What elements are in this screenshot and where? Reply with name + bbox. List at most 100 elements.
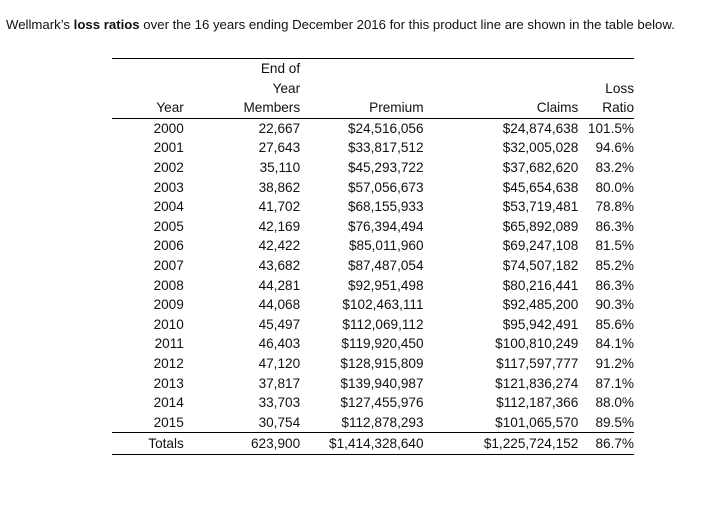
table-row-claims: $69,247,108 <box>502 238 579 254</box>
totals-row-year: Totals <box>112 432 184 456</box>
table-row-premium: $85,011,960 <box>348 238 424 254</box>
table-row: 2014 33,703 $127,455,976 $112,187,366 88.0% <box>112 393 634 413</box>
table-row-year: 2000 <box>153 120 184 136</box>
table-row-premium: $76,394,494 <box>347 218 424 234</box>
header-row-1-members: End of <box>183 57 301 79</box>
table-row-premium: $112,069,112 <box>342 316 424 332</box>
table-row-premium: $102,463,111 <box>342 297 424 313</box>
table-row-loss-ratio: 89.5% <box>595 414 634 430</box>
table-row-year: 2007 <box>153 257 184 273</box>
table-row-members: 44,068 <box>258 297 301 313</box>
table-row-claims: $80,216,441 <box>502 277 579 293</box>
table-row-loss-ratio: 80.0% <box>595 179 634 195</box>
table-row-members: 45,497 <box>258 316 301 332</box>
table-row-members: 30,754 <box>258 414 301 430</box>
table-row: 2015 30,754 $112,878,293 $101,065,570 89.5% <box>112 413 634 433</box>
table-row-year: 2009 <box>153 297 184 313</box>
table-row-members: 46,403 <box>258 336 301 352</box>
table-row-year: 2010 <box>153 316 184 332</box>
table-row-premium: $112,878,293 <box>341 414 424 430</box>
table-row-loss-ratio: 85.2% <box>595 257 634 273</box>
header-row-3-year: Year <box>112 98 184 119</box>
table-row-claims: $112,187,366 <box>496 395 579 411</box>
table-row-claims: $121,836,274 <box>495 375 579 391</box>
table-row-claims: $24,874,638 <box>502 120 579 136</box>
table-row: 2013 37,817 $139,940,987 $121,836,274 87.1% <box>112 374 634 394</box>
loss-ratio-table: End of Year Loss Year Members Premium Claims Ra… <box>112 57 634 456</box>
totals-row-claims: $1,225,724,152 <box>423 432 579 456</box>
table-row: 2009 44,068 $102,463,111 $92,485,200 90.3% <box>112 295 634 315</box>
table-row-members: 42,422 <box>258 238 301 254</box>
table-row-members: 27,643 <box>258 140 301 156</box>
table-row-premium: $68,155,933 <box>347 199 424 215</box>
table-row-loss-ratio: 90.3% <box>595 297 634 313</box>
table-row-members: 38,862 <box>258 179 301 195</box>
table-row: 2001 27,643 $33,817,512 $32,005,028 94.6% <box>112 138 634 158</box>
table-row-year: 2011 <box>154 336 184 352</box>
table-row-members: 37,817 <box>258 375 301 391</box>
table-row-year: 2013 <box>153 375 184 391</box>
table-row-premium: $33,817,512 <box>347 140 424 156</box>
intro-text-after: over the 16 years ending December 2016 f… <box>139 17 675 33</box>
table-row-premium: $119,920,450 <box>341 336 424 352</box>
table-row-claims: $37,682,620 <box>502 159 579 175</box>
table-row: 2006 42,422 $85,011,960 $69,247,108 81.5% <box>112 236 634 256</box>
header-row-3-claims: Claims <box>423 98 579 119</box>
table-row-year: 2005 <box>153 218 184 234</box>
table-row: 2011 46,403 $119,920,450 $100,810,249 84.1% <box>112 334 634 354</box>
table-row-year: 2003 <box>153 179 184 195</box>
table-row-year: 2008 <box>153 277 184 293</box>
table-row-claims: $92,485,200 <box>502 297 579 313</box>
table-row-year: 2015 <box>153 414 184 430</box>
table-row-loss-ratio: 87.1% <box>595 375 634 391</box>
table-row: 2007 43,682 $87,487,054 $74,507,182 85.2% <box>112 256 634 276</box>
table-row-loss-ratio: 83.2% <box>595 159 634 175</box>
header-row-2-loss-ratio: Loss <box>605 80 634 96</box>
table-row: 2004 41,702 $68,155,933 $53,719,481 78.8% <box>112 197 634 217</box>
header-row-1-claims <box>423 57 579 79</box>
table-row-loss-ratio: 85.6% <box>595 316 634 332</box>
totals-row: Totals 623,900 $1,414,328,640 $1,225,724,15… <box>112 432 634 456</box>
intro-text-bold: loss ratios <box>73 17 140 33</box>
table-row-members: 43,682 <box>258 257 301 273</box>
header-row-1-premium <box>300 57 424 79</box>
table-row-premium: $57,056,673 <box>347 179 424 195</box>
table-row: 2012 47,120 $128,915,809 $117,597,777 91.2% <box>112 354 634 374</box>
table-row-members: 44,281 <box>258 277 301 293</box>
table-row-loss-ratio: 81.5% <box>595 238 634 254</box>
table-row-members: 22,667 <box>258 120 301 136</box>
table-row-claims: $101,065,570 <box>495 414 579 430</box>
table-row-members: 35,110 <box>259 159 301 175</box>
table-row-members: 33,703 <box>258 395 301 411</box>
table-row-year: 2004 <box>153 199 184 215</box>
table-row-year: 2002 <box>153 159 184 175</box>
table-row-year: 2001 <box>153 140 184 156</box>
totals-row-loss-ratio: 86.7% <box>578 432 634 456</box>
header-row-3-premium: Premium <box>300 98 424 119</box>
table-row-claims: $45,654,638 <box>502 179 579 195</box>
table-row-claims: $53,719,481 <box>502 199 579 215</box>
table-row: 2010 45,497 $112,069,112 $95,942,491 85.6% <box>112 315 634 335</box>
header-row-2: Year Loss <box>112 79 634 99</box>
header-row-2-year <box>112 79 184 99</box>
table-row-premium: $92,951,498 <box>347 277 424 293</box>
table-row-premium: $24,516,056 <box>347 120 424 136</box>
table-row-premium: $128,915,809 <box>340 355 424 371</box>
table-row-year: 2014 <box>153 395 184 411</box>
header-row-3: Year Members Premium Claims Ratio <box>112 98 634 119</box>
header-row-1-year <box>112 57 184 79</box>
table-row: 2008 44,281 $92,951,498 $80,216,441 86.3% <box>112 276 634 296</box>
header-row-3-loss-ratio: Ratio <box>578 98 634 119</box>
header-row-2-members: Year <box>272 80 301 96</box>
intro-paragraph: Wellmark’s loss ratios over the 16 years… <box>6 17 711 33</box>
header-row-3-members: Members <box>183 98 301 119</box>
table-row-members: 47,120 <box>258 355 301 371</box>
intro-text-before: Wellmark’s <box>6 17 74 33</box>
table-row-premium: $45,293,722 <box>347 159 424 175</box>
table-row-claims: $100,810,249 <box>495 336 579 352</box>
table-row: 2005 42,169 $76,394,494 $65,892,089 86.3% <box>112 217 634 237</box>
table-row-loss-ratio: 86.3% <box>595 277 634 293</box>
table-row-claims: $95,942,491 <box>502 316 579 332</box>
header-row-1-loss-ratio <box>578 57 634 79</box>
table-row-premium: $87,487,054 <box>347 257 424 273</box>
